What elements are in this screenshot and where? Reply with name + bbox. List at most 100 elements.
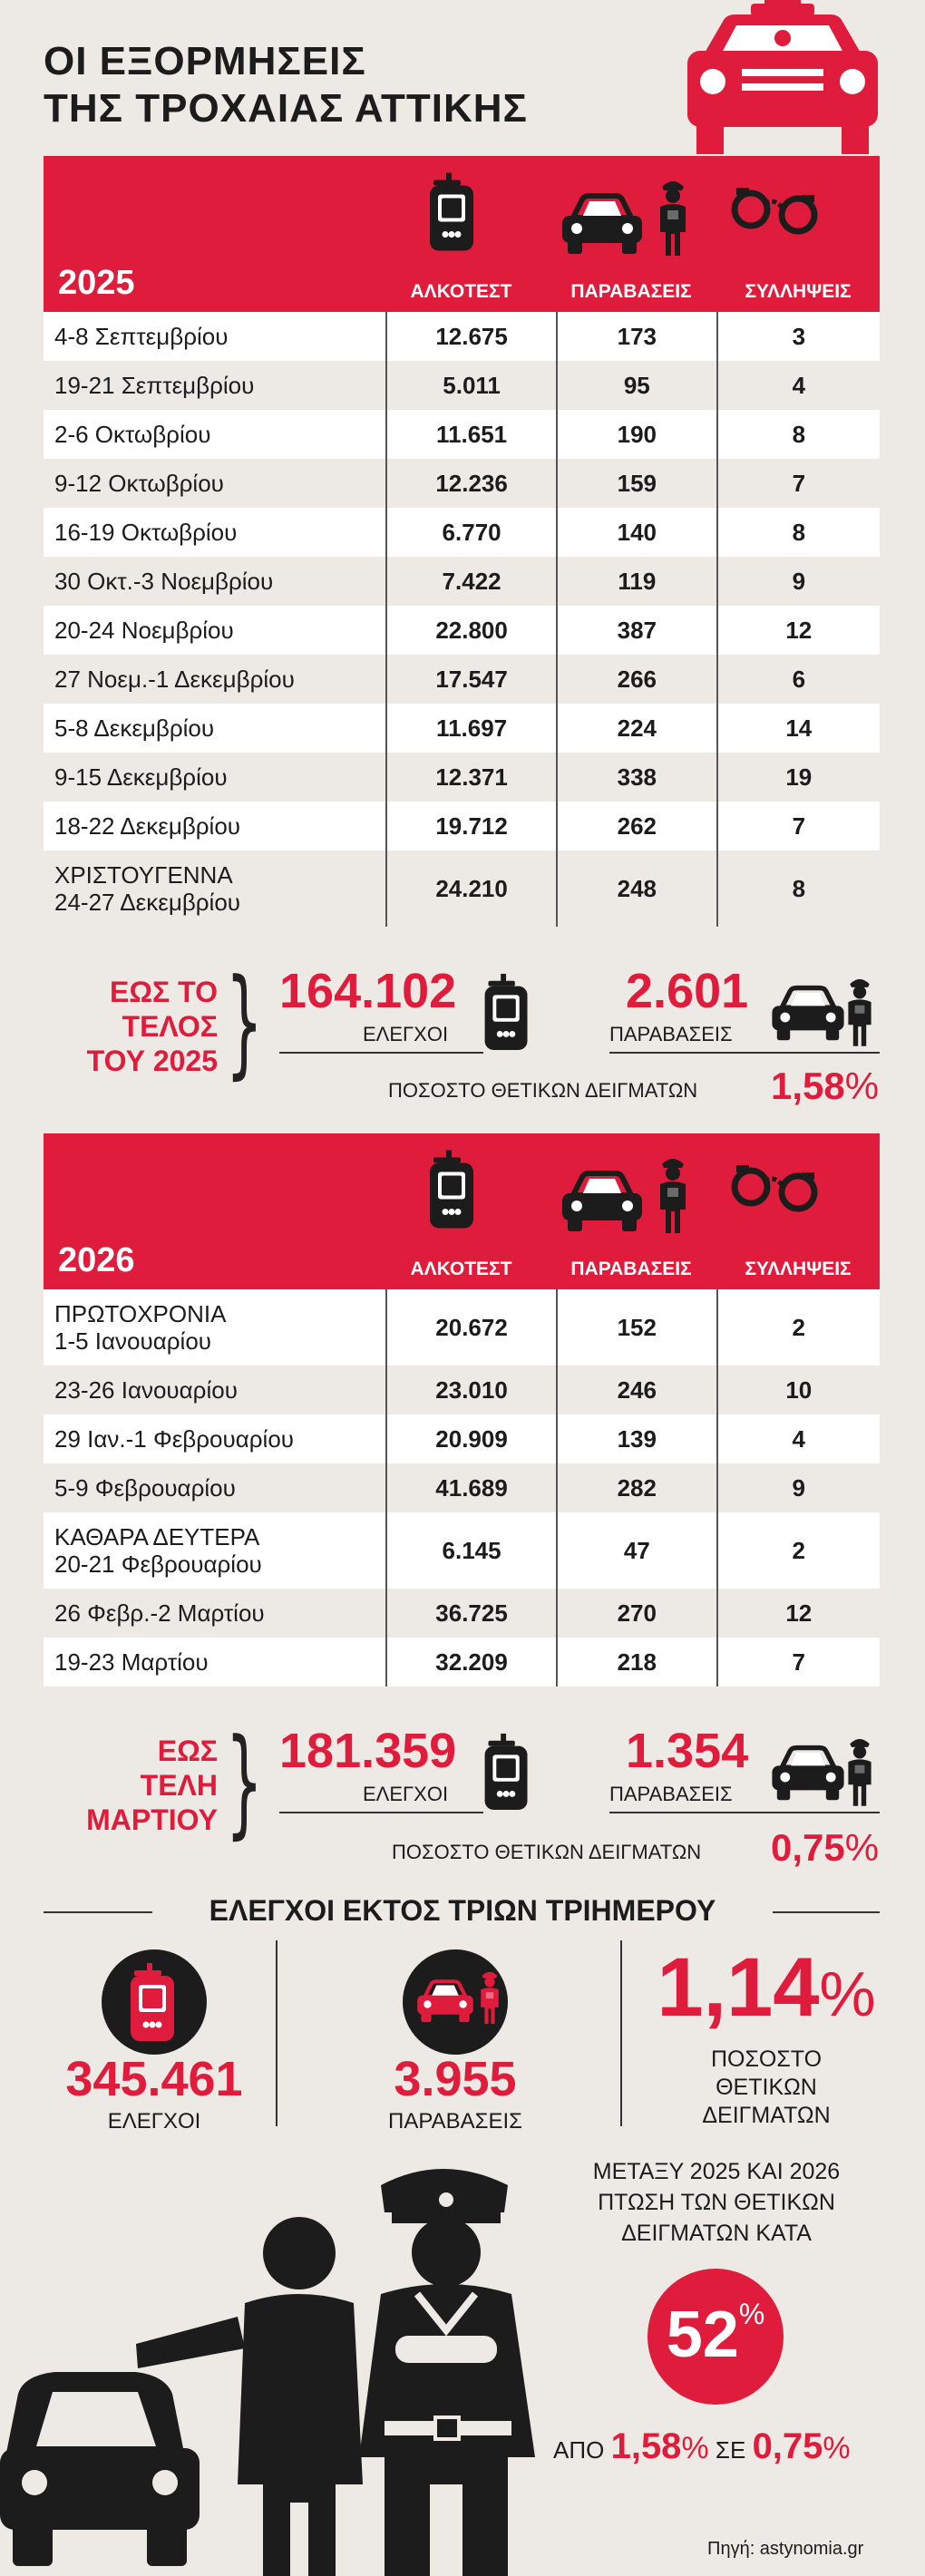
drop-badge: [648, 2269, 784, 2405]
row-arrests: 2: [716, 1289, 880, 1366]
summary-label-2025: ΕΩΣ ΤΟ ΤΕΛΟΣ ΤΟΥ 2025: [86, 976, 218, 1077]
year-label-2025: 2025: [58, 264, 135, 302]
row-alcotest: 17.547: [385, 655, 558, 704]
row-alcotest: 24.210: [385, 851, 558, 927]
checks-2026: 181.359: [279, 1724, 457, 1778]
row-arrests: 9: [716, 557, 880, 606]
row-date: 16-19 Οκτωβρίου: [44, 508, 387, 557]
row-violations: 218: [555, 1638, 717, 1687]
violations-label-2026: ΠΑΡΑΒΑΣΕΙΣ: [609, 1783, 733, 1805]
positive-label-2026: ΠΟΣΟΣΤΟ ΘΕΤΙΚΩΝ ΔΕΙΓΜΑΤΩΝ: [392, 1841, 702, 1863]
table-row: 27 Νοεμ.-1 Δεκεμβρίου 17.547 266 6: [44, 655, 880, 704]
row-date: 18-22 Δεκεμβρίου: [44, 802, 387, 851]
table-2026: ΠΡΩΤΟΧΡΟΝΙΑ 1-5 Ιανουαρίου 20.672 152 2 23-26…: [44, 1289, 880, 1687]
row-alcotest: 6.770: [385, 508, 558, 557]
row-date: 26 Φεβρ.-2 Μαρτίου: [44, 1589, 387, 1638]
table-row: 20-24 Νοεμβρίου 22.800 387 12: [44, 606, 880, 655]
breathalyzer-icon: [127, 1959, 181, 2046]
car-icon: [414, 1978, 477, 2024]
outside-checks-label: ΕΛΕΓΧΟΙ: [107, 2109, 201, 2134]
table-row: 4-8 Σεπτεμβρίου 12.675 173 3: [44, 312, 880, 361]
checks-label-2025: ΕΛΕΓΧΟΙ: [363, 1023, 449, 1045]
row-alcotest: 5.011: [385, 361, 558, 410]
row-alcotest: 36.725: [385, 1589, 557, 1638]
row-alcotest: 6.145: [385, 1512, 557, 1589]
police-officer-icon: [843, 1734, 876, 1808]
violations-label-2025: ΠΑΡΑΒΑΣΕΙΣ: [609, 1023, 733, 1045]
table-row: 9-15 Δεκεμβρίου 12.371 338 19: [44, 753, 880, 802]
row-date: 29 Ιαν.-1 Φεβρουαρίου: [44, 1414, 387, 1463]
table-row: ΚΑΘΑΡΑ ΔΕΥΤΕΡΑ 20-21 Φεβρουαρίου 6.145 47 2: [44, 1512, 880, 1589]
car-icon: [767, 984, 849, 1043]
row-arrests: 2: [716, 1512, 880, 1589]
col-violations: ΠΑΡΑΒΑΣΕΙΣ: [570, 281, 692, 302]
breathalyzer-icon: [481, 972, 535, 1052]
row-alcotest: 12.675: [385, 312, 558, 361]
row-arrests: 4: [716, 361, 880, 410]
table-row: 2-6 Οκτωβρίου 11.651 190 8: [44, 410, 880, 459]
breathalyzer-icon: [481, 1732, 535, 1812]
row-arrests: 19: [716, 753, 880, 802]
row-alcotest: 32.209: [385, 1638, 557, 1687]
row-alcotest: 20.672: [385, 1289, 557, 1366]
violations-2025: 2.601: [626, 964, 749, 1018]
outside-violations-label: ΠΑΡΑΒΑΣΕΙΣ: [388, 2109, 522, 2134]
row-violations: 140: [556, 508, 717, 557]
checks-2025: 164.102: [279, 964, 457, 1018]
row-violations: 119: [556, 557, 717, 606]
source-note: Πηγή: astynomia.gr: [707, 2539, 864, 2559]
table-row: ΠΡΩΤΟΧΡΟΝΙΑ 1-5 Ιανουαρίου 20.672 152 2: [44, 1289, 880, 1366]
row-date: 20-24 Νοεμβρίου: [44, 606, 387, 655]
drop-value: 52%: [666, 2298, 765, 2371]
row-arrests: 8: [716, 508, 880, 557]
police-officer-icon: [843, 974, 876, 1048]
row-violations: 338: [556, 753, 717, 802]
table-row: 23-26 Ιανουαρίου 23.010 246 10: [44, 1366, 880, 1414]
row-violations: 270: [555, 1589, 717, 1638]
row-arrests: 4: [716, 1414, 880, 1463]
table-row: 18-22 Δεκεμβρίου 19.712 262 7: [44, 802, 880, 851]
police-officer-icon: [655, 176, 691, 258]
row-violations: 47: [555, 1512, 717, 1589]
row-arrests: 7: [716, 802, 880, 851]
row-violations: 248: [556, 851, 717, 927]
outside-positive-label: ΠΟΣΟΣΤΟ ΘΕΤΙΚΩΝ ΔΕΙΓΜΑΤΩΝ: [702, 2046, 831, 2128]
row-date: ΠΡΩΤΟΧΡΟΝΙΑ 1-5 Ιανουαρίου: [44, 1289, 387, 1366]
row-alcotest: 23.010: [385, 1366, 557, 1414]
row-date: 9-15 Δεκεμβρίου: [44, 753, 387, 802]
row-alcotest: 41.689: [385, 1463, 557, 1512]
row-violations: 224: [556, 704, 717, 753]
year-label-2026: 2026: [58, 1241, 135, 1279]
header-2025: 2025 ΑΛΚΟΤΕΣΤ ΠΑΡΑΒΑΣΕΙΣ ΣΥΛΛΗΨΕΙΣ: [44, 156, 880, 312]
outside-violations: 3.955: [394, 2052, 517, 2106]
row-date: ΧΡΙΣΤΟΥΓΕΝΝΑ 24-27 Δεκεμβρίου: [44, 851, 387, 927]
row-date: 27 Νοεμ.-1 Δεκεμβρίου: [44, 655, 387, 704]
police-car-icon: [687, 0, 878, 154]
col-arrests: ΣΥΛΛΗΨΕΙΣ: [745, 281, 852, 302]
car-icon: [767, 1744, 849, 1803]
row-date: 5-9 Φεβρουαρίου: [44, 1463, 387, 1512]
brace: }: [225, 953, 264, 1091]
police-officer-icon: [477, 1968, 502, 2026]
row-date: 2-6 Οκτωβρίου: [44, 410, 387, 459]
outside-positive-rate: 1,14%: [657, 1941, 876, 2034]
row-violations: 282: [555, 1463, 717, 1512]
positive-label-2025: ΠΟΣΟΣΤΟ ΘΕΤΙΚΩΝ ΔΕΙΓΜΑΤΩΝ: [388, 1079, 698, 1102]
outside-checks: 345.461: [65, 2052, 243, 2106]
table-row: 19-21 Σεπτεμβρίου 5.011 95 4: [44, 361, 880, 410]
row-arrests: 9: [716, 1463, 880, 1512]
row-arrests: 6: [716, 655, 880, 704]
row-alcotest: 7.422: [385, 557, 558, 606]
car-icon: [557, 192, 648, 256]
row-date: ΚΑΘΑΡΑ ΔΕΥΤΕΡΑ 20-21 Φεβρουαρίου: [44, 1512, 387, 1589]
row-alcotest: 12.236: [385, 459, 558, 508]
drop-text: ΜΕΤΑΞΥ 2025 ΚΑΙ 2026 ΠΤΩΣΗ ΤΩΝ ΘΕΤΙΚΩΝ Δ…: [592, 2159, 841, 2246]
drop-range: ΑΠΟ 1,58% ΣΕ 0,75%: [553, 2426, 851, 2466]
row-alcotest: 20.909: [385, 1414, 557, 1463]
police-stop-illustration: [0, 2169, 535, 2576]
row-arrests: 12: [716, 1589, 880, 1638]
col-alcotest: ΑΛΚΟΤΕΣΤ: [410, 1259, 512, 1279]
row-violations: 387: [556, 606, 717, 655]
row-arrests: 12: [716, 606, 880, 655]
page-title: ΟΙ ΕΞΟΡΜΗΣΕΙΣ ΤΗΣ ΤΡΟΧΑΙΑΣ ΑΤΤΙΚΗΣ: [44, 39, 528, 131]
